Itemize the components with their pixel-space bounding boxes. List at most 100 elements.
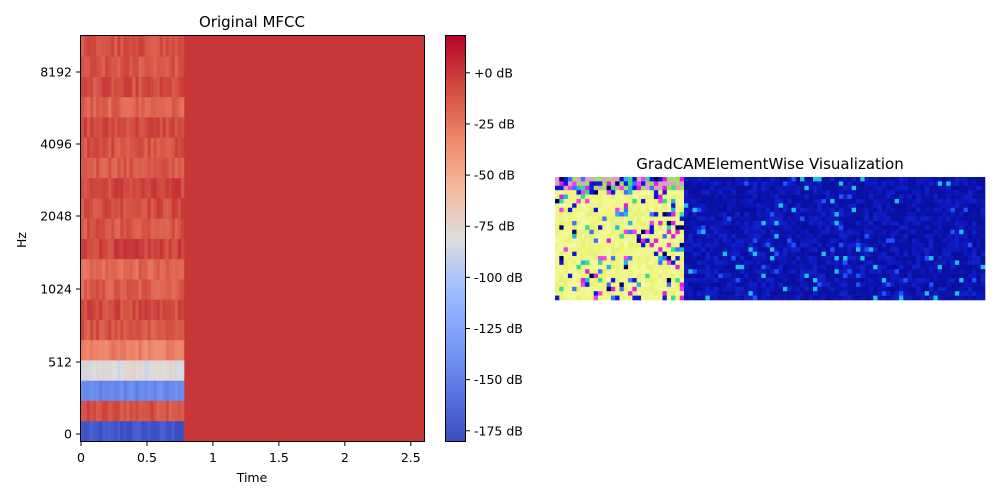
mfcc-cell [99,117,103,138]
gradcam-cell [735,212,741,217]
mfcc-cell [171,198,176,219]
gradcam-cell [567,194,573,200]
gradcam-cell [739,295,745,301]
mfcc-cell [180,360,185,381]
gradcam-cell [911,225,917,231]
gradcam-cell [851,220,857,226]
mfcc-cell [84,56,88,77]
mfcc-cell [111,117,115,138]
mfcc-cell [90,96,94,118]
gradcam-cell [877,216,883,222]
gradcam-cell [860,185,865,191]
mfcc-cell [135,117,139,138]
gradcam-cell [787,295,792,301]
gradcam-cell [916,190,921,195]
gradcam-cell [761,247,766,252]
gradcam-cell [636,264,642,270]
gradcam-cell [705,216,711,222]
gradcam-cell [967,190,973,195]
gradcam-cell [774,181,779,187]
mfcc-cell [156,380,161,401]
gradcam-cell [804,260,809,266]
gradcam-cell [593,194,599,200]
mfcc-cell [102,238,106,260]
gradcam-cell [675,295,680,301]
gradcam-cell [593,207,599,213]
gradcam-cell [585,198,590,204]
gradcam-cell [907,185,913,191]
mfcc-cell [96,56,100,77]
gradcam-cell [856,264,861,270]
gradcam-cell [641,225,646,231]
gradcam-cell [684,220,689,226]
mfcc-cell [144,157,148,179]
gradcam-cell [791,181,797,187]
gradcam-cell [649,190,655,195]
gradcam-cell [727,291,732,296]
gradcam-cell [770,212,775,217]
mfcc-cell [135,380,139,401]
mfcc-cell [177,218,182,239]
gradcam-cell [976,207,981,213]
gradcam-cell [662,212,668,217]
gradcam-cell [954,291,960,296]
gradcam-cell [572,295,577,301]
gradcam-cell [645,212,650,217]
mfcc-cell [117,238,121,260]
gradcam-cell [585,234,590,239]
gradcam-cell [972,220,977,226]
mfcc-cell [96,137,100,158]
gradcam-cell [709,291,715,296]
gradcam-cell [782,247,788,252]
gradcam-cell [739,251,745,257]
gradcam-cell [727,251,732,257]
mfcc-cell [84,177,88,199]
gradcam-cell [658,247,663,252]
gradcam-cell [761,181,766,187]
gradcam-cell [770,238,775,244]
gradcam-cell [761,295,766,301]
gradcam-cell [628,212,633,217]
gradcam-cell [748,238,754,244]
gradcam-cell [847,256,852,261]
gradcam-cell [761,269,766,274]
gradcam-cell [563,256,569,261]
gradcam-cell [580,278,586,283]
gradcam-cell [886,203,891,209]
gradcam-cell [933,220,938,226]
gradcam-cell [567,295,573,301]
gradcam-cell [718,207,723,213]
gradcam-cell [847,273,852,279]
gradcam-cell [954,207,960,213]
gradcam-cell [645,291,650,296]
gradcam-cell [744,260,749,266]
gradcam-cell [770,269,775,274]
gradcam-cell [877,198,883,204]
mfcc-cell [165,319,170,341]
gradcam-cell [701,203,706,209]
gradcam-cell [593,260,599,266]
gradcam-cell [782,207,788,213]
gradcam-cell [791,251,797,257]
mfcc-cell [102,360,106,381]
mfcc-cell [156,117,161,138]
gradcam-cell [907,251,913,257]
gradcam-cell [701,291,706,296]
gradcam-cell [567,264,573,270]
mfcc-cell [81,400,85,422]
gradcam-cell [946,212,951,217]
gradcam-cell [804,251,809,257]
gradcam-cell [881,207,887,213]
gradcam-cell [808,190,814,195]
gradcam-cell [834,242,840,248]
gradcam-cell [598,251,603,257]
gradcam-cell [567,225,573,231]
gradcam-cell [606,286,612,292]
gradcam-cell [924,260,930,266]
gradcam-cell [610,295,616,301]
gradcam-cell [615,260,620,266]
gradcam-cell [748,247,754,252]
gradcam-cell [645,220,650,226]
gradcam-cell [623,247,629,252]
gradcam-cell [559,282,564,288]
